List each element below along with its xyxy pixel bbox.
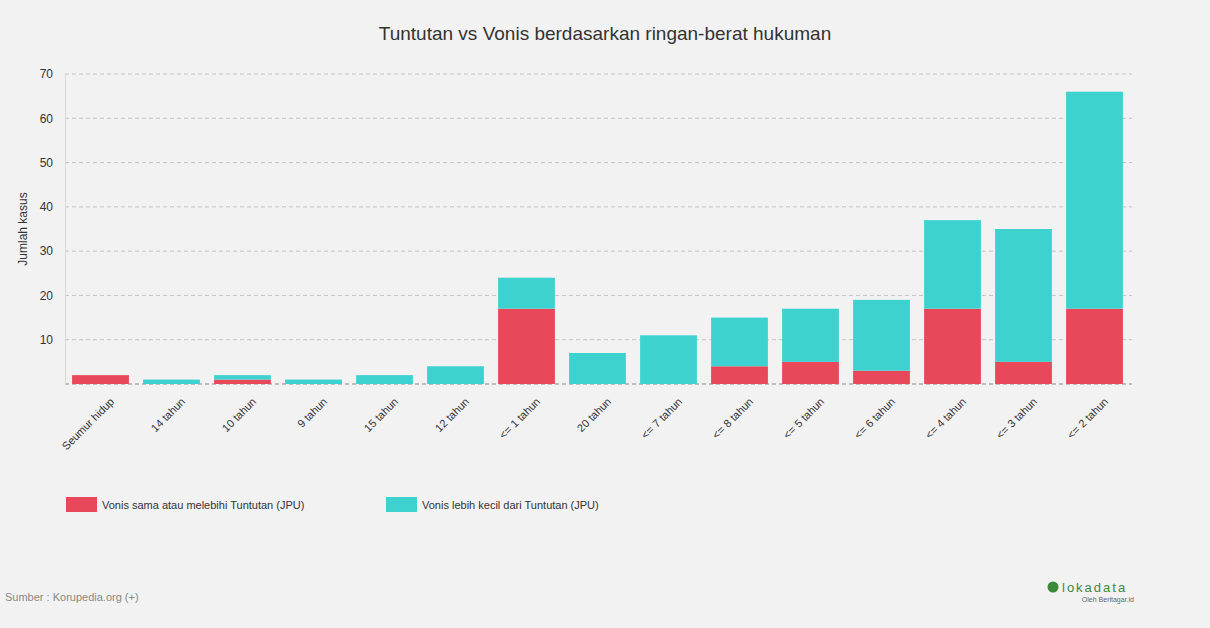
x-tick-label: <= 5 tahun: [781, 395, 827, 441]
x-tick-label: 15 tahun: [362, 395, 401, 434]
x-tick: <= 2 tahun: [1065, 384, 1111, 441]
y-tick-label: 30: [40, 244, 54, 258]
bar: [1066, 92, 1123, 309]
legend-label: Vonis sama atau melebihi Tuntutan (JPU): [102, 499, 304, 511]
x-tick: <= 7 tahun: [639, 384, 685, 441]
bar: [995, 229, 1052, 362]
grid-line: [65, 74, 1132, 75]
y-tick-label: 50: [40, 156, 54, 170]
bar: [356, 375, 413, 384]
series: [72, 309, 1123, 384]
x-axis: Seumur hidup 14 tahun 10 tahun 9 tahun 15 ta…: [59, 384, 1110, 452]
bar: [498, 309, 555, 384]
y-tick: 20: [40, 289, 65, 303]
x-tick-label: <= 3 tahun: [994, 395, 1040, 441]
bar: [924, 309, 981, 384]
legend-swatch: [66, 497, 97, 512]
y-tick-label: 70: [40, 67, 54, 81]
bar: [782, 309, 839, 362]
x-tick-label: 20 tahun: [575, 395, 614, 434]
bar: [640, 335, 697, 384]
bar: [1066, 309, 1123, 384]
x-tick: <= 5 tahun: [781, 384, 827, 441]
bar: [285, 380, 342, 384]
bars: [72, 92, 1123, 384]
grid-line: [65, 206, 1132, 207]
title: Tuntutan vs Vonis berdasarkan ringan-ber…: [379, 23, 831, 44]
series: [143, 92, 1123, 384]
x-tick: 12 tahun: [433, 384, 472, 434]
logo-subtitle: Oleh Beritagar.id: [1082, 596, 1134, 604]
y-axis-line: [65, 75, 66, 385]
x-tick-label: <= 7 tahun: [639, 395, 685, 441]
legend: Vonis sama atau melebihi Tuntutan (JPU) V…: [66, 497, 599, 512]
x-tick-label: 14 tahun: [149, 395, 188, 434]
y-tick-label: 10: [40, 333, 54, 347]
logo: lokadata: [1062, 580, 1127, 595]
bar: [72, 375, 129, 376]
x-tick-label: <= 1 tahun: [497, 395, 543, 441]
bar: [782, 362, 839, 384]
x-tick-label: Seumur hidup: [59, 395, 116, 452]
grid-line: [65, 162, 1132, 163]
y-tick-label: 20: [40, 289, 54, 303]
y-tick-label: 60: [40, 112, 54, 126]
chart: Tuntutan vs Vonis berdasarkan ringan-ber…: [0, 0, 1210, 628]
x-tick: 20 tahun: [575, 384, 614, 434]
bar: [427, 366, 484, 384]
bar: [569, 353, 626, 384]
x-tick: <= 1 tahun: [497, 384, 543, 441]
x-tick-label: 12 tahun: [433, 395, 472, 434]
y-axis: 10 20 30 40 50 60 70: [40, 67, 66, 384]
x-tick: <= 8 tahun: [710, 384, 756, 441]
bar: [853, 300, 910, 371]
y-tick-label: 40: [40, 200, 54, 214]
bar: [72, 375, 129, 384]
y-tick: 40: [40, 200, 65, 214]
x-tick-label: 10 tahun: [220, 395, 259, 434]
x-tick: Seumur hidup: [59, 384, 116, 452]
bar: [711, 366, 768, 384]
legend-label: Vonis lebih kecil dari Tuntutan (JPU): [422, 499, 599, 511]
background: [0, 0, 1210, 628]
bar: [143, 380, 200, 384]
x-tick-label: <= 8 tahun: [710, 395, 756, 441]
x-tick-label: <= 4 tahun: [923, 395, 969, 441]
y-tick: 50: [40, 156, 65, 170]
x-tick: 14 tahun: [149, 384, 188, 434]
grid-line: [65, 118, 1132, 119]
bar: [995, 362, 1052, 384]
x-tick: 15 tahun: [362, 384, 401, 434]
x-tick-label: <= 6 tahun: [852, 395, 898, 441]
bar: [498, 278, 555, 309]
logo-icon: [1048, 582, 1059, 593]
x-tick: 9 tahun: [295, 384, 329, 430]
y-tick: 10: [40, 333, 65, 347]
y-tick: 60: [40, 112, 65, 126]
x-tick-label: <= 2 tahun: [1065, 395, 1111, 441]
y-axis-title: Jumlah kasus: [16, 192, 30, 265]
x-tick: 10 tahun: [220, 384, 259, 434]
bar: [214, 380, 271, 384]
bar: [711, 318, 768, 367]
source: Sumber : Korupedia.org (+): [5, 591, 139, 603]
bar: [853, 371, 910, 384]
y-tick: 30: [40, 244, 65, 258]
legend-swatch: [386, 497, 417, 512]
grid: [65, 74, 1132, 384]
x-tick: <= 6 tahun: [852, 384, 898, 441]
bar: [214, 375, 271, 379]
x-tick: <= 3 tahun: [994, 384, 1040, 441]
x-tick: <= 4 tahun: [923, 384, 969, 441]
bar: [924, 220, 981, 309]
x-tick-label: 9 tahun: [295, 395, 329, 429]
y-tick: 70: [40, 67, 65, 81]
